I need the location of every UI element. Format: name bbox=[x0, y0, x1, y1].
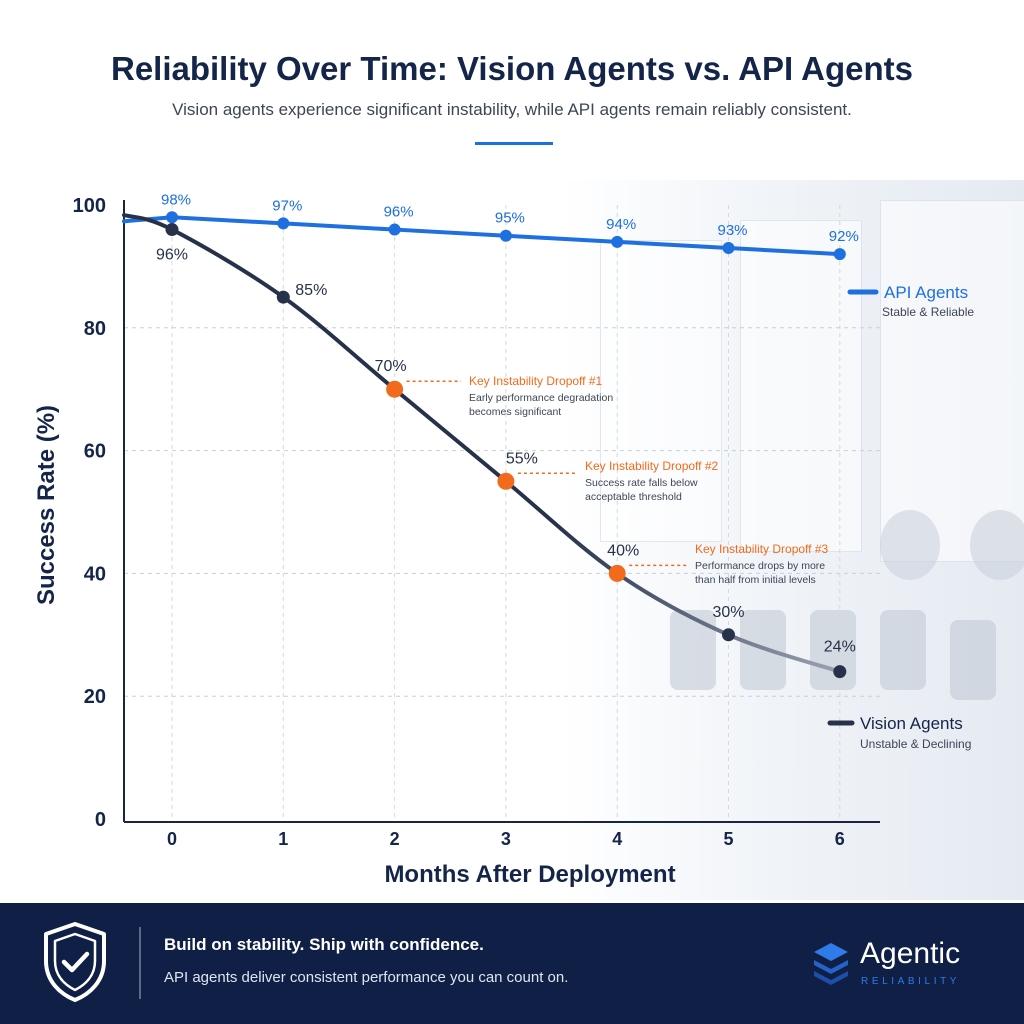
api-data-label: 94% bbox=[606, 216, 636, 233]
brand-name: Agentic bbox=[860, 937, 961, 970]
x-tick-label: 6 bbox=[835, 829, 845, 849]
chart-title: Reliability Over Time: Vision Agents vs.… bbox=[110, 50, 913, 87]
vision-dropoff-point bbox=[386, 380, 404, 398]
vision-data-label: 96% bbox=[156, 247, 188, 264]
vision-data-label: 30% bbox=[712, 604, 744, 621]
legend-api-label: API Agents bbox=[884, 283, 968, 302]
legend-api: API Agents Stable & Reliable bbox=[847, 283, 974, 319]
vision-data-label: 40% bbox=[607, 542, 639, 559]
api-data-label: 93% bbox=[717, 222, 747, 239]
brand-subtitle: RELIABILITY bbox=[861, 976, 961, 987]
chart-subtitle: Vision agents experience significant ins… bbox=[172, 100, 852, 119]
api-point bbox=[722, 241, 735, 254]
api-data-label: 97% bbox=[272, 197, 302, 214]
stacked-layers-icon bbox=[814, 943, 848, 985]
api-data-label: 92% bbox=[829, 228, 859, 245]
axes bbox=[123, 200, 880, 823]
x-tick-label: 4 bbox=[612, 829, 622, 849]
api-line bbox=[122, 215, 842, 257]
line-chart: 0 20 40 60 80 100 0 1 2 3 4 5 6 Success Rate (%) Mo… bbox=[33, 191, 974, 888]
legend-vision-sub: Unstable & Declining bbox=[860, 737, 971, 751]
x-tick-labels: 0 1 2 3 4 5 6 bbox=[167, 829, 845, 849]
y-tick-label: 40 bbox=[84, 563, 106, 585]
y-tick-label: 0 bbox=[95, 809, 106, 831]
y-tick-label: 60 bbox=[84, 441, 106, 463]
footer-banner: Build on stability. Ship with confidence… bbox=[0, 903, 1024, 1024]
vision-data-label: 70% bbox=[375, 358, 407, 375]
annotation-text: acceptable threshold bbox=[585, 491, 682, 503]
annotation-title: Key Instability Dropoff #1 bbox=[469, 374, 603, 388]
api-point bbox=[833, 248, 846, 261]
vision-point bbox=[833, 665, 847, 679]
y-tick-labels: 0 20 40 60 80 100 bbox=[73, 195, 106, 831]
x-tick-label: 2 bbox=[390, 829, 400, 849]
series-vision-agents: 96% 85% 70% 55% 40% 30% 24% bbox=[122, 213, 856, 679]
vision-point bbox=[722, 628, 735, 642]
api-point bbox=[611, 235, 624, 248]
vision-data-label: 24% bbox=[824, 639, 856, 656]
vision-data-label: 85% bbox=[295, 282, 327, 299]
annotation-text: Performance drops by more bbox=[695, 560, 825, 572]
api-data-label: 98% bbox=[161, 191, 191, 208]
legend-api-sub: Stable & Reliable bbox=[882, 305, 974, 319]
y-tick-label: 100 bbox=[73, 195, 106, 217]
y-axis-label: Success Rate (%) bbox=[33, 405, 60, 605]
annotation-text: becomes significant bbox=[469, 406, 561, 418]
y-tick-label: 20 bbox=[84, 686, 106, 708]
footer-divider bbox=[139, 927, 141, 999]
vision-dropoff-point bbox=[608, 564, 626, 582]
vision-dropoff-point bbox=[497, 472, 515, 490]
footer-tagline: API agents deliver consistent performanc… bbox=[164, 969, 569, 986]
annotation-text: Early performance degradation bbox=[469, 392, 613, 404]
api-point bbox=[277, 217, 290, 230]
annotation-text: Success rate falls below bbox=[585, 477, 698, 489]
x-axis-label: Months After Deployment bbox=[384, 861, 675, 888]
x-tick-label: 3 bbox=[501, 829, 511, 849]
vision-point bbox=[276, 290, 290, 304]
legend-vision-label: Vision Agents bbox=[860, 714, 963, 733]
api-point bbox=[499, 229, 512, 242]
title-underline bbox=[475, 142, 553, 145]
shield-check-icon bbox=[44, 922, 106, 1002]
grid bbox=[124, 205, 880, 822]
vision-line bbox=[122, 213, 842, 674]
x-tick-label: 0 bbox=[167, 829, 177, 849]
y-tick-label: 80 bbox=[84, 318, 106, 340]
vision-data-label: 55% bbox=[506, 450, 538, 467]
x-tick-label: 5 bbox=[723, 829, 733, 849]
vision-point bbox=[165, 223, 179, 237]
api-point bbox=[388, 223, 401, 236]
annotation-title: Key Instability Dropoff #3 bbox=[695, 542, 829, 556]
api-data-label: 95% bbox=[495, 210, 525, 227]
x-tick-label: 1 bbox=[278, 829, 288, 849]
dropoff-annotations: Key Instability Dropoff #1 Early performa… bbox=[406, 374, 829, 586]
api-data-label: 96% bbox=[384, 204, 414, 221]
annotation-title: Key Instability Dropoff #2 bbox=[585, 459, 719, 473]
series-api-agents: 98% 97% 96% 95% 94% 93% 92% bbox=[122, 191, 859, 261]
api-point bbox=[166, 211, 178, 224]
annotation-text: than half from initial levels bbox=[695, 574, 816, 586]
footer-headline: Build on stability. Ship with confidence… bbox=[164, 935, 484, 954]
legend-vision: Vision Agents Unstable & Declining bbox=[827, 714, 971, 751]
office-background bbox=[560, 180, 1024, 900]
